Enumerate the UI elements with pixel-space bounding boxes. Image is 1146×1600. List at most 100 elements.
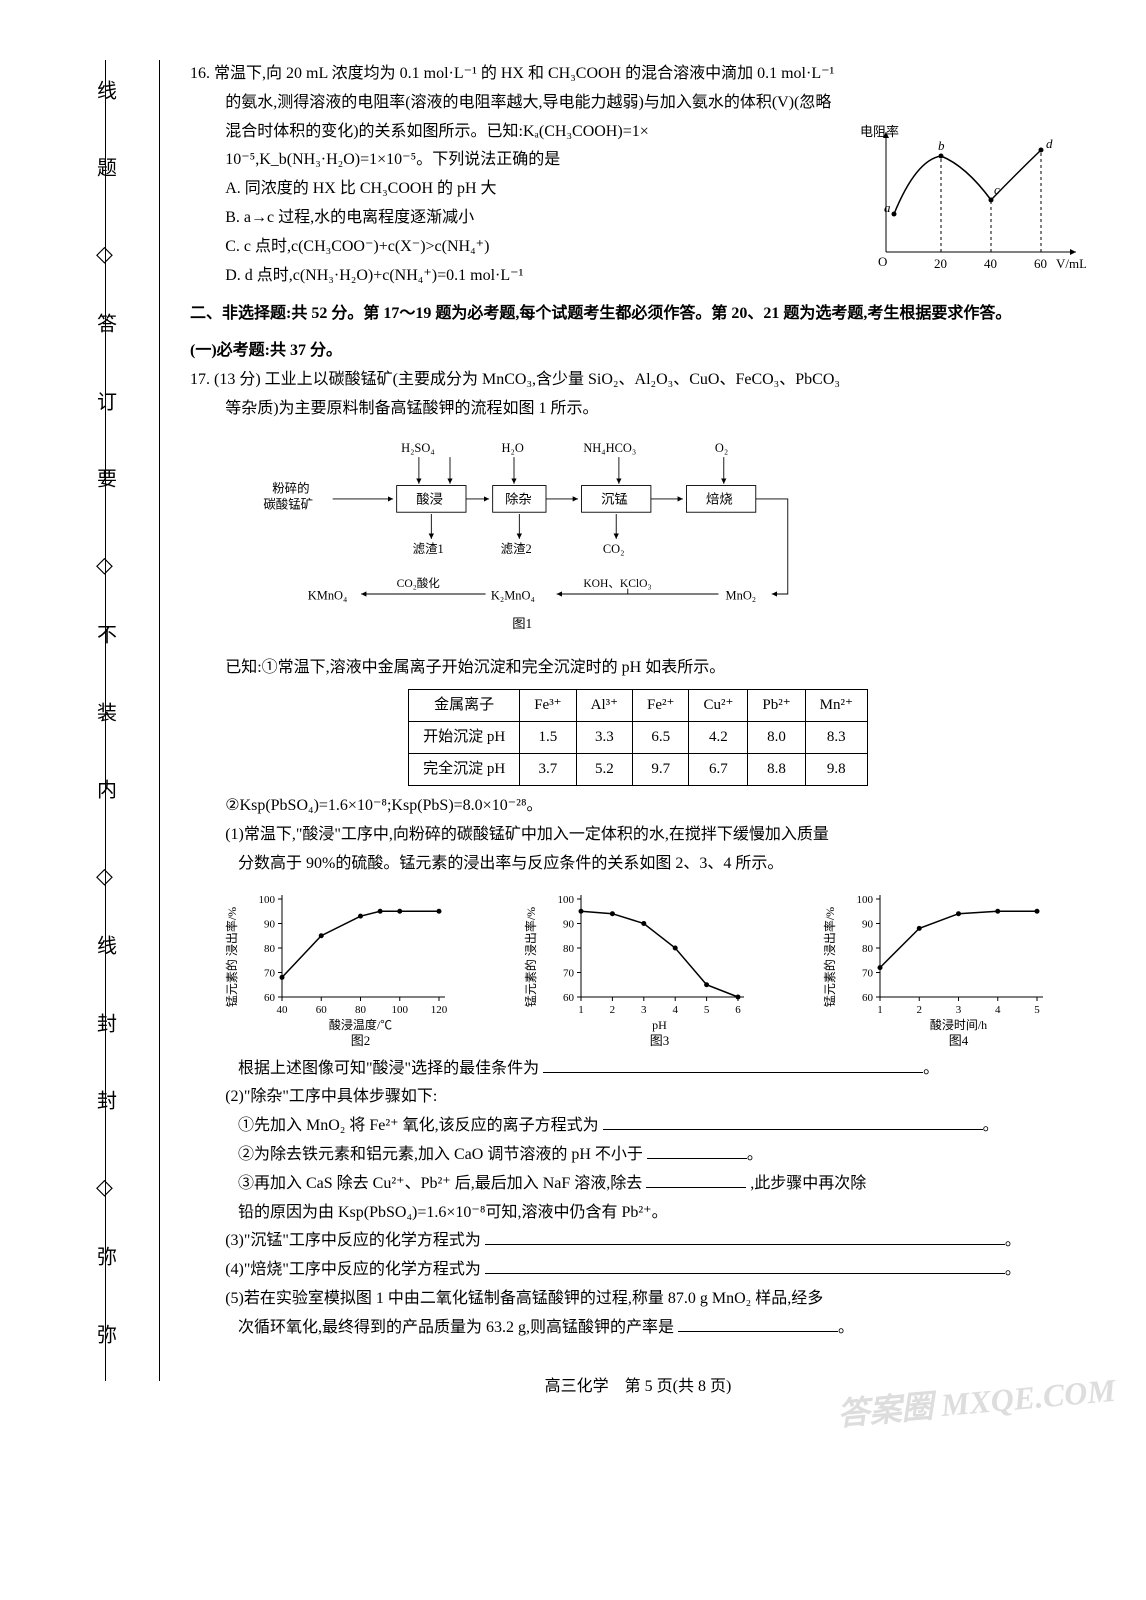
svg-text:滤渣2: 滤渣2 <box>501 542 532 556</box>
table-cell: 4.2 <box>689 722 748 754</box>
svg-text:图4: 图4 <box>948 1033 968 1047</box>
q17-part2: (2)"除杂"工序中具体步骤如下: <box>190 1083 1086 1112</box>
svg-text:60: 60 <box>316 1004 328 1016</box>
svg-text:40: 40 <box>984 256 997 271</box>
blank-answer[interactable] <box>678 1316 838 1332</box>
q17-part5-b: 次循环氧化,最终得到的产品质量为 63.2 g,则高锰酸钾的产率是 。 <box>190 1314 1086 1343</box>
q17-charts-row: 锰元素的 浸出率/%60708090100406080100120酸浸温度/℃图… <box>190 887 1086 1047</box>
svg-text:CO₂酸化: CO₂酸化 <box>397 575 441 589</box>
q17-part2-3b-text: ,此步骤中再次除 <box>750 1175 866 1192</box>
q17-known-intro: 已知:①常温下,溶液中金属离子开始沉淀和完全沉淀时的 pH 如表所示。 <box>190 654 1086 683</box>
chart-fig3: 锰元素的 浸出率/%60708090100123456pH图3 <box>523 887 753 1047</box>
section-2-title: 二、非选择题:共 52 分。第 17～19 题为必考题,每个试题考生都必须作答。… <box>190 300 1086 329</box>
svg-text:70: 70 <box>862 967 874 979</box>
svg-text:1: 1 <box>578 1004 584 1016</box>
svg-text:滤渣1: 滤渣1 <box>413 542 444 556</box>
table-cell: 8.3 <box>805 722 867 754</box>
svg-text:c: c <box>994 182 1000 197</box>
q17-part4-text: (4)"焙烧"工序中反应的化学方程式为 <box>225 1261 481 1278</box>
svg-text:60: 60 <box>264 992 276 1004</box>
svg-text:20: 20 <box>934 256 947 271</box>
svg-text:pH: pH <box>652 1018 667 1032</box>
svg-text:KMnO₄: KMnO₄ <box>308 588 348 602</box>
svg-text:100: 100 <box>259 894 276 906</box>
svg-text:酸浸时间/h: 酸浸时间/h <box>929 1017 986 1032</box>
blank-answer[interactable] <box>647 1143 747 1159</box>
q17-part2-3a-text: ③再加入 CaS 除去 Cu²⁺、Pb²⁺ 后,最后加入 NaF 溶液,除去 <box>238 1175 642 1192</box>
svg-text:粉碎的: 粉碎的 <box>272 480 309 495</box>
table-header: Cu²⁺ <box>689 690 748 722</box>
blank-answer[interactable] <box>646 1172 746 1188</box>
q16-stem-a: 常温下,向 20 mL 浓度均为 0.1 mol·L⁻¹ 的 HX 和 CH₃C… <box>214 65 834 82</box>
svg-text:碳酸锰矿: 碳酸锰矿 <box>263 496 313 511</box>
blank-answer[interactable] <box>485 1258 1005 1274</box>
q17-part2-2-text: ②为除去铁元素和铝元素,加入 CaO 调节溶液的 pH 不小于 <box>238 1146 643 1163</box>
svg-text:KOH、KClO₃: KOH、KClO₃ <box>583 577 651 589</box>
svg-text:锰元素的 浸出率/%: 锰元素的 浸出率/% <box>523 906 538 1006</box>
q16-stem-line1: 16. 常温下,向 20 mL 浓度均为 0.1 mol·L⁻¹ 的 HX 和 … <box>190 60 1086 89</box>
q17-points: (13 分) <box>214 371 261 388</box>
table-cell: 9.8 <box>805 754 867 786</box>
question-16: 16. 常温下,向 20 mL 浓度均为 0.1 mol·L⁻¹ 的 HX 和 … <box>190 60 1086 290</box>
svg-text:70: 70 <box>563 967 575 979</box>
main-content: 16. 常温下,向 20 mL 浓度均为 0.1 mol·L⁻¹ 的 HX 和 … <box>190 60 1086 1401</box>
svg-text:4: 4 <box>672 1004 678 1016</box>
q16-number: 16. <box>190 65 210 82</box>
table-cell: 8.0 <box>748 722 805 754</box>
q17-stem-a: 工业上以碳酸锰矿(主要成分为 MnCO₃,含少量 SiO₂、Al₂O₃、CuO、… <box>265 371 840 388</box>
table-header: Fe³⁺ <box>520 690 576 722</box>
table-row: 完全沉淀 pH3.75.29.76.78.89.8 <box>409 754 868 786</box>
svg-text:80: 80 <box>355 1004 367 1016</box>
table-header: Fe²⁺ <box>633 690 689 722</box>
table-cell: 3.7 <box>520 754 576 786</box>
binding-inner-line <box>105 60 106 1381</box>
svg-text:d: d <box>1046 136 1053 151</box>
svg-text:焙烧: 焙烧 <box>706 491 733 506</box>
svg-text:80: 80 <box>563 943 575 955</box>
blank-answer[interactable] <box>603 1114 983 1130</box>
svg-text:90: 90 <box>563 918 575 930</box>
svg-text:锰元素的 浸出率/%: 锰元素的 浸出率/% <box>224 906 239 1006</box>
blank-answer[interactable] <box>485 1229 1005 1245</box>
q17-flow-diagram: H₂SO₄ H₂O NH₄HCO₃ O₂ 粉碎的 碳酸锰矿 酸浸 除杂 沉锰 焙… <box>190 434 870 634</box>
table-cell: 8.8 <box>748 754 805 786</box>
q17-part3: (3)"沉锰"工序中反应的化学方程式为 。 <box>190 1227 1086 1256</box>
table-cell: 1.5 <box>520 722 576 754</box>
q17-number: 17. <box>190 371 210 388</box>
svg-text:60: 60 <box>862 992 874 1004</box>
svg-text:电阻率: 电阻率 <box>860 124 899 139</box>
chart-fig4: 锰元素的 浸出率/%6070809010012345酸浸时间/h图4 <box>822 887 1052 1047</box>
svg-text:2: 2 <box>610 1004 616 1016</box>
svg-text:2: 2 <box>916 1004 922 1016</box>
svg-text:90: 90 <box>264 918 276 930</box>
table-cell: 完全沉淀 pH <box>409 754 520 786</box>
q17-part1-c: 根据上述图像可知"酸浸"选择的最佳条件为 。 <box>190 1055 1086 1084</box>
q17-part1-c-text: 根据上述图像可知"酸浸"选择的最佳条件为 <box>238 1060 539 1077</box>
q17-stem-line1: 17. (13 分) 工业上以碳酸锰矿(主要成分为 MnCO₃,含少量 SiO₂… <box>190 366 1086 395</box>
section-2-sub: (一)必考题:共 37 分。 <box>190 337 1086 366</box>
table-header: 金属离子 <box>409 690 520 722</box>
svg-text:100: 100 <box>856 894 873 906</box>
svg-text:图1: 图1 <box>512 615 532 630</box>
q17-part3-text: (3)"沉锰"工序中反应的化学方程式为 <box>225 1232 481 1249</box>
svg-text:除杂: 除杂 <box>505 491 532 506</box>
svg-text:80: 80 <box>862 943 874 955</box>
svg-text:3: 3 <box>641 1004 647 1016</box>
table-header: Pb²⁺ <box>748 690 805 722</box>
q17-known2: ②Ksp(PbSO₄)=1.6×10⁻⁸;Ksp(PbS)=8.0×10⁻²⁸。 <box>190 792 1086 821</box>
svg-text:图3: 图3 <box>650 1033 670 1047</box>
table-row: 开始沉淀 pH1.53.36.54.28.08.3 <box>409 722 868 754</box>
svg-text:H₂O: H₂O <box>502 440 524 454</box>
blank-answer[interactable] <box>543 1057 923 1073</box>
svg-text:70: 70 <box>264 967 276 979</box>
q17-part1-a: (1)常温下,"酸浸"工序中,向粉碎的碳酸锰矿中加入一定体积的水,在搅拌下缓慢加… <box>190 821 1086 850</box>
chart-fig2: 锰元素的 浸出率/%60708090100406080100120酸浸温度/℃图… <box>224 887 454 1047</box>
q17-part2-3: ③再加入 CaS 除去 Cu²⁺、Pb²⁺ 后,最后加入 NaF 溶液,除去 ,… <box>190 1170 1086 1199</box>
svg-text:100: 100 <box>392 1004 409 1016</box>
svg-text:60: 60 <box>1034 256 1047 271</box>
svg-text:H₂SO₄: H₂SO₄ <box>401 440 435 454</box>
svg-text:O: O <box>878 254 887 269</box>
svg-text:60: 60 <box>563 992 575 1004</box>
q17-part4: (4)"焙烧"工序中反应的化学方程式为 。 <box>190 1256 1086 1285</box>
svg-text:MnO₂: MnO₂ <box>726 588 757 602</box>
